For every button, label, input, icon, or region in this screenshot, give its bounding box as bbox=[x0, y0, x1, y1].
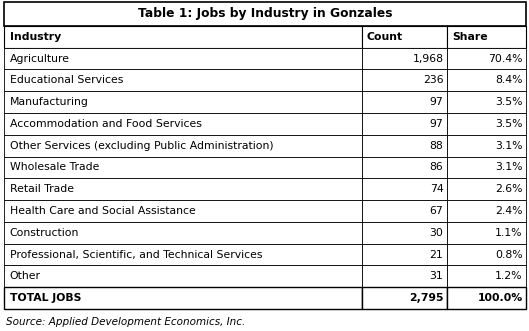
Text: Accommodation and Food Services: Accommodation and Food Services bbox=[10, 119, 202, 129]
Text: Industry: Industry bbox=[10, 32, 61, 42]
Bar bbox=[446, 26, 526, 48]
Bar bbox=[4, 222, 361, 244]
Bar bbox=[4, 178, 361, 200]
Bar bbox=[446, 135, 526, 157]
Bar bbox=[361, 178, 446, 200]
Bar bbox=[446, 48, 526, 70]
Text: Health Care and Social Assistance: Health Care and Social Assistance bbox=[10, 206, 195, 216]
Bar bbox=[361, 135, 446, 157]
Bar bbox=[446, 200, 526, 222]
Bar bbox=[446, 222, 526, 244]
Text: TOTAL JOBS: TOTAL JOBS bbox=[10, 293, 81, 303]
Text: Manufacturing: Manufacturing bbox=[10, 97, 88, 107]
Bar bbox=[361, 48, 446, 70]
Bar bbox=[4, 113, 361, 135]
Text: Wholesale Trade: Wholesale Trade bbox=[10, 163, 99, 172]
Text: 100.0%: 100.0% bbox=[477, 293, 523, 303]
Text: 3.5%: 3.5% bbox=[495, 119, 523, 129]
Text: 0.8%: 0.8% bbox=[495, 250, 523, 260]
Text: 3.5%: 3.5% bbox=[495, 97, 523, 107]
Bar bbox=[361, 222, 446, 244]
Text: 70.4%: 70.4% bbox=[488, 54, 523, 64]
Text: 1,968: 1,968 bbox=[413, 54, 443, 64]
Bar bbox=[446, 287, 526, 309]
Bar bbox=[4, 287, 361, 309]
Text: 3.1%: 3.1% bbox=[495, 163, 523, 172]
Bar bbox=[4, 70, 361, 91]
Bar bbox=[446, 244, 526, 265]
Bar bbox=[446, 113, 526, 135]
Bar bbox=[361, 265, 446, 287]
Text: Table 1: Jobs by Industry in Gonzales: Table 1: Jobs by Industry in Gonzales bbox=[138, 7, 393, 20]
Text: 97: 97 bbox=[430, 119, 443, 129]
Bar bbox=[361, 70, 446, 91]
Bar bbox=[361, 287, 446, 309]
Bar bbox=[361, 200, 446, 222]
Text: 21: 21 bbox=[430, 250, 443, 260]
Text: 31: 31 bbox=[430, 271, 443, 281]
Text: Educational Services: Educational Services bbox=[10, 75, 123, 85]
Text: 67: 67 bbox=[430, 206, 443, 216]
Bar bbox=[446, 91, 526, 113]
Bar bbox=[4, 48, 361, 70]
Text: 97: 97 bbox=[430, 97, 443, 107]
Bar bbox=[4, 244, 361, 265]
Bar bbox=[446, 157, 526, 178]
Text: 88: 88 bbox=[430, 141, 443, 151]
Text: Other Services (excluding Public Administration): Other Services (excluding Public Adminis… bbox=[10, 141, 273, 151]
Text: Count: Count bbox=[367, 32, 403, 42]
Text: 1.2%: 1.2% bbox=[495, 271, 523, 281]
Text: 30: 30 bbox=[430, 228, 443, 238]
Bar bbox=[446, 70, 526, 91]
Bar bbox=[4, 135, 361, 157]
Bar bbox=[361, 91, 446, 113]
Text: 8.4%: 8.4% bbox=[495, 75, 523, 85]
Text: 2,795: 2,795 bbox=[409, 293, 443, 303]
Bar bbox=[4, 265, 361, 287]
Bar bbox=[4, 91, 361, 113]
Text: Construction: Construction bbox=[10, 228, 79, 238]
Text: Other: Other bbox=[10, 271, 41, 281]
Bar bbox=[446, 178, 526, 200]
Bar bbox=[361, 26, 446, 48]
Bar bbox=[4, 157, 361, 178]
Text: 86: 86 bbox=[430, 163, 443, 172]
Bar bbox=[446, 265, 526, 287]
Text: 2.6%: 2.6% bbox=[495, 184, 523, 194]
Text: Professional, Scientific, and Technical Services: Professional, Scientific, and Technical … bbox=[10, 250, 262, 260]
Bar bbox=[361, 244, 446, 265]
Text: 2.4%: 2.4% bbox=[495, 206, 523, 216]
Text: Source: Applied Development Economics, Inc.: Source: Applied Development Economics, I… bbox=[6, 317, 245, 327]
Text: 1.1%: 1.1% bbox=[495, 228, 523, 238]
Bar bbox=[361, 113, 446, 135]
Text: 74: 74 bbox=[430, 184, 443, 194]
Bar bbox=[4, 2, 526, 26]
Text: Agriculture: Agriculture bbox=[10, 54, 69, 64]
Text: 236: 236 bbox=[423, 75, 443, 85]
Text: 3.1%: 3.1% bbox=[495, 141, 523, 151]
Text: Retail Trade: Retail Trade bbox=[10, 184, 74, 194]
Bar bbox=[361, 157, 446, 178]
Bar bbox=[4, 200, 361, 222]
Bar bbox=[4, 26, 361, 48]
Text: Share: Share bbox=[452, 32, 487, 42]
